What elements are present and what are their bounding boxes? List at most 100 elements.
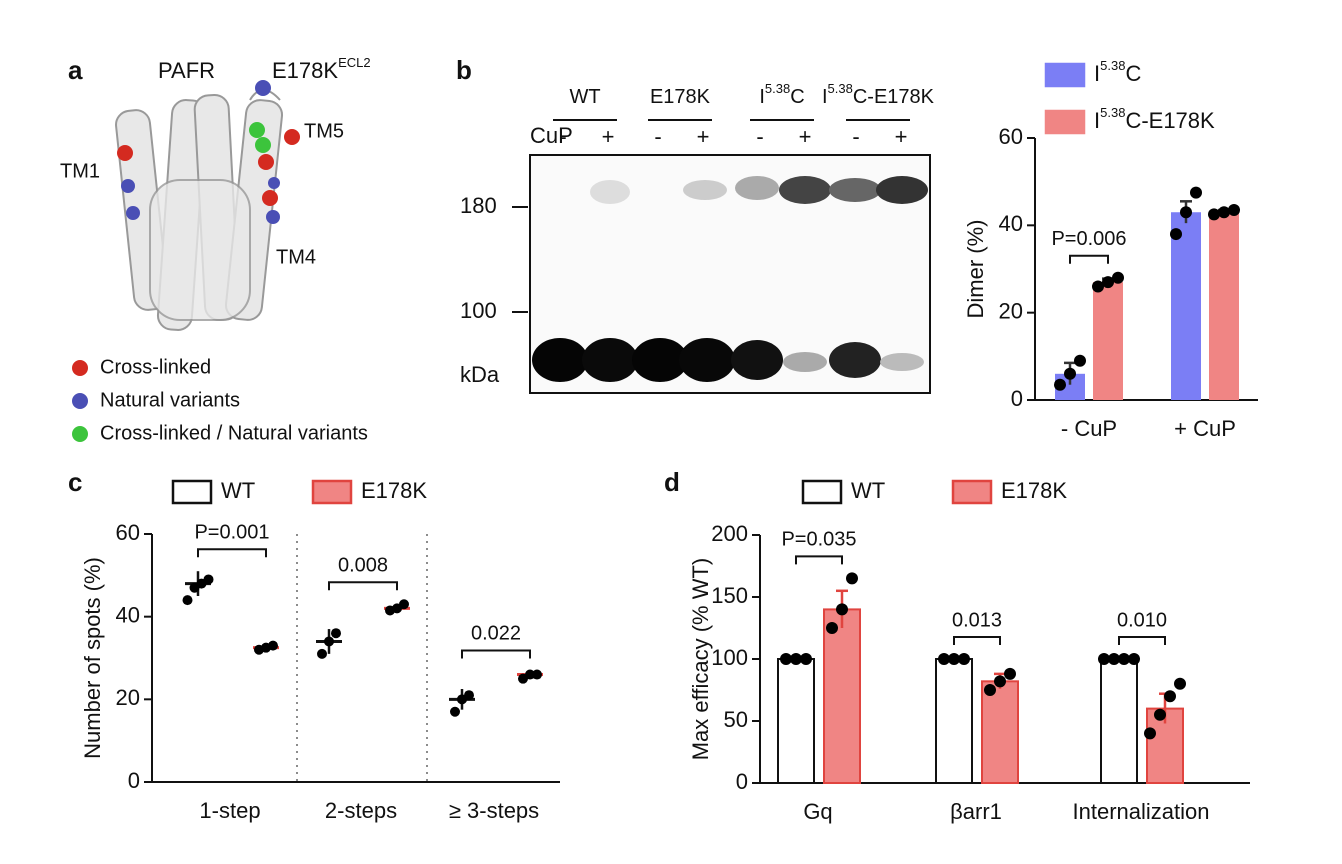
bar [777, 658, 815, 784]
y-tick-label: 0 [128, 768, 140, 793]
data-point [1170, 228, 1182, 241]
x-tick-label: + CuP [1174, 416, 1236, 441]
panel-label: d [664, 467, 680, 497]
legend-label: Natural variants [100, 389, 240, 411]
lane-label: I5.38C-E178K [822, 81, 935, 108]
y-tick-label: 60 [999, 124, 1023, 149]
gel-bands [532, 176, 928, 382]
unit-label: kDa [460, 362, 500, 387]
data-point [994, 675, 1006, 688]
data-point [1180, 206, 1192, 219]
marker-label: 180 [460, 193, 497, 218]
x-tick-label: Gq [803, 799, 832, 824]
data-point [1004, 667, 1016, 680]
lane-label: E178K [650, 86, 711, 108]
legend-label: WT [221, 478, 255, 503]
cup-sign: + [895, 124, 908, 149]
data-point [182, 595, 193, 606]
legend-swatch [171, 479, 213, 505]
treatment-label: CuP [530, 123, 573, 148]
p-value: P=0.001 [194, 521, 269, 543]
y-tick-label: 50 [724, 707, 748, 732]
panel-label: b [456, 55, 472, 85]
y-tick-label: 20 [116, 685, 140, 710]
helix-label: TM4 [276, 246, 316, 268]
legend-label: E178K [1001, 478, 1067, 503]
p-value: 0.010 [1117, 609, 1167, 631]
site-label: E178KECL2 [272, 55, 371, 82]
cup-sign: - [654, 124, 661, 149]
legend-label: WT [851, 478, 885, 503]
legend-swatch [1044, 109, 1086, 135]
data-point [780, 653, 792, 665]
data-point [1074, 354, 1086, 367]
y-axis-label: Dimer (%) [963, 220, 988, 319]
data-point [1190, 186, 1202, 199]
data-point [1064, 367, 1076, 380]
data-point [1098, 653, 1110, 665]
legend-label: I5.38C [1094, 58, 1141, 85]
y-tick-label: 60 [116, 520, 140, 545]
bar [823, 608, 861, 785]
y-tick-label: 40 [116, 602, 140, 627]
data-point [836, 603, 848, 616]
helix-label: TM5 [304, 120, 344, 142]
data-point [525, 669, 535, 680]
data-point [450, 706, 460, 717]
legend-dot [72, 426, 88, 442]
bar [981, 680, 1019, 785]
cup-sign: + [697, 124, 710, 149]
data-point [1092, 280, 1104, 293]
data-point [1108, 653, 1120, 665]
data-point [1208, 208, 1220, 221]
data-point [1154, 708, 1166, 721]
data-point [1144, 727, 1156, 740]
legend-swatch [951, 479, 993, 505]
y-tick-label: 0 [1011, 386, 1023, 411]
data-point [1054, 378, 1066, 391]
legend-swatch [311, 479, 353, 505]
x-tick-label: ≥ 3-steps [449, 798, 539, 823]
data-point [1174, 677, 1186, 690]
data-point [324, 636, 334, 647]
cup-sign: + [602, 124, 615, 149]
legend-swatch [1044, 62, 1086, 88]
significance-bracket [1118, 636, 1166, 645]
cup-sign: + [799, 124, 812, 149]
x-tick-label: βarr1 [950, 799, 1002, 824]
significance-bracket [197, 548, 267, 558]
p-value: 0.013 [952, 609, 1002, 631]
significance-bracket [328, 581, 398, 591]
significance-bracket [461, 649, 531, 659]
data-point [1164, 690, 1176, 703]
data-point [948, 653, 960, 665]
cup-sign: - [852, 124, 859, 149]
data-point [1128, 653, 1140, 665]
data-point [790, 653, 802, 665]
data-point [331, 628, 341, 639]
x-tick-label: 1-step [199, 798, 260, 823]
significance-bracket [953, 636, 1001, 645]
marker-label: 100 [460, 298, 497, 323]
p-value: 0.022 [471, 623, 521, 645]
data-point [958, 653, 970, 665]
cup-sign: - [559, 124, 566, 149]
y-tick-label: 100 [711, 645, 748, 670]
data-point [317, 648, 327, 659]
legend-label: Cross-linked [100, 356, 211, 378]
legend-dot [72, 360, 88, 376]
y-tick-label: 0 [736, 769, 748, 794]
bar [1171, 212, 1201, 400]
x-tick-label: 2-steps [325, 798, 397, 823]
data-point [532, 669, 542, 680]
structure-legend: Cross-linked Natural variants Cross-linked… [72, 356, 368, 444]
significance-bracket [1069, 254, 1109, 264]
p-value: P=0.006 [1051, 228, 1126, 250]
y-tick-label: 40 [999, 211, 1023, 236]
y-tick-label: 150 [711, 583, 748, 608]
data-point [1112, 271, 1124, 284]
legend-label: I5.38C-E178K [1094, 105, 1215, 132]
p-value: 0.008 [338, 555, 388, 577]
data-point [1218, 206, 1230, 219]
legend-dot [72, 393, 88, 409]
